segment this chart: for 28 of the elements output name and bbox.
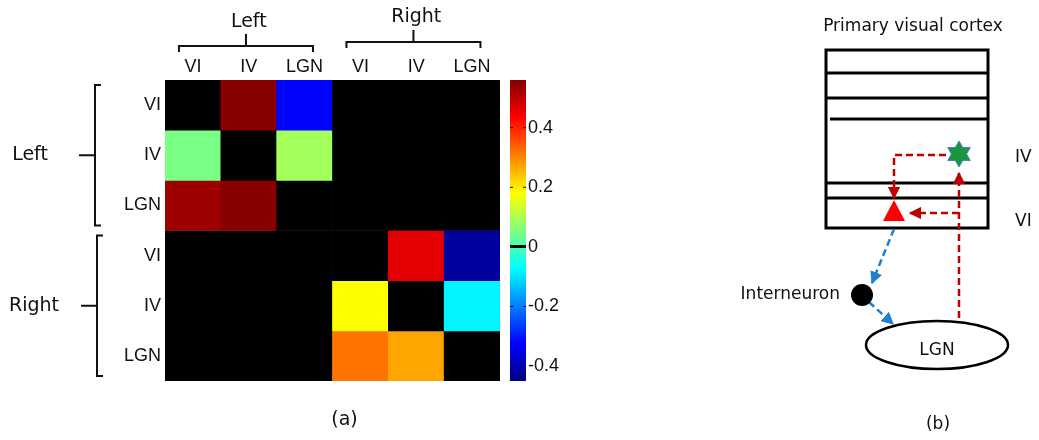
text: (a)	[331, 406, 358, 429]
x-tick-label: IV	[407, 56, 425, 77]
text: Right	[8, 292, 60, 315]
y-tick-label: VI	[143, 244, 161, 265]
text: Left	[230, 8, 267, 31]
y-tick-label: VI	[143, 94, 161, 115]
color-bar-label: -0.2	[528, 295, 560, 316]
x-tick-label: LGN	[453, 56, 491, 77]
x-tick-label: IV	[240, 56, 258, 77]
y-tick-label: IV	[143, 144, 161, 165]
text: Right	[391, 3, 442, 26]
y-tick-label: LGN	[123, 194, 161, 215]
x-tick-label: LGN	[286, 56, 324, 77]
y-tick-label: IV	[143, 294, 161, 315]
text: Interneuron	[740, 283, 840, 303]
color-bar-label: 0	[528, 235, 539, 256]
text: LGN	[919, 339, 955, 359]
color-bar-label: 0.2	[528, 176, 554, 197]
text: IV	[1015, 146, 1032, 166]
x-tick-label: VI	[351, 56, 369, 77]
color-bar-label: -0.4	[528, 355, 560, 376]
text: VI	[1015, 210, 1032, 230]
text: Left	[12, 142, 48, 165]
text: (b)	[925, 413, 951, 433]
y-tick-label: LGN	[123, 344, 161, 365]
color-bar-label: 0.4	[528, 116, 554, 137]
text: Primary visual cortex	[823, 15, 1003, 35]
x-tick-label: VI	[184, 56, 202, 77]
